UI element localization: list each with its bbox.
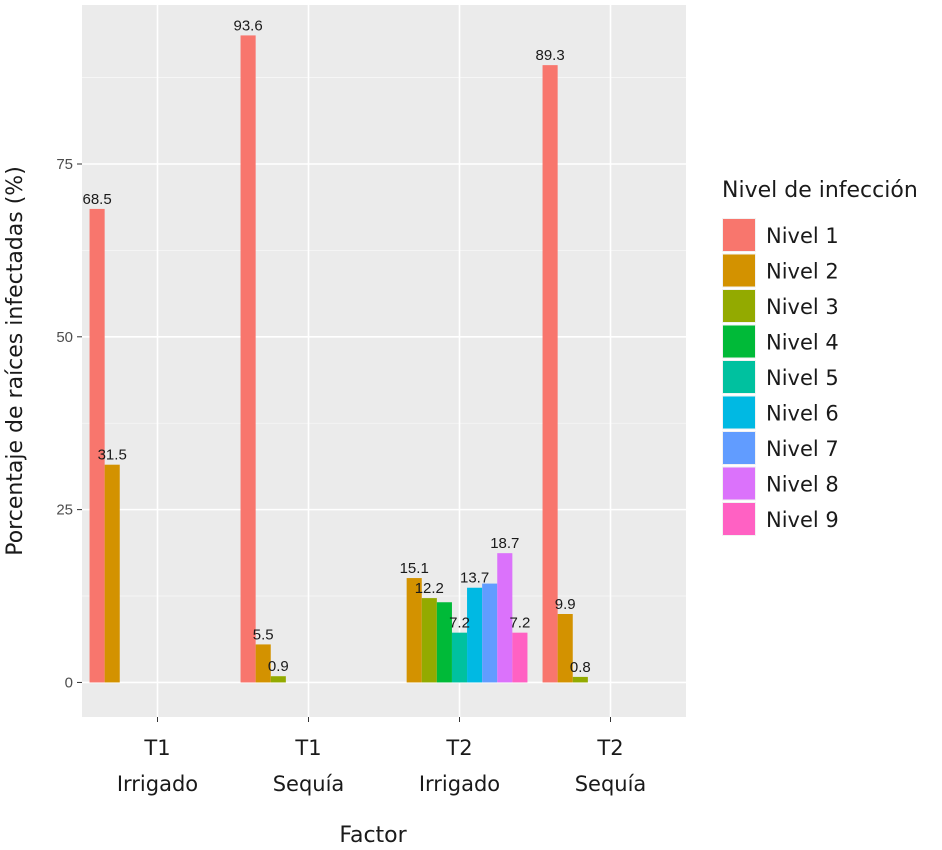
panel-background: [82, 5, 686, 717]
x-axis-title: Factor: [339, 823, 407, 848]
legend-key-swatch: [723, 219, 755, 251]
bar-nivel-3: [421, 598, 437, 683]
bar-nivel-3: [270, 676, 286, 683]
x-tick-label: Sequía: [273, 772, 345, 796]
y-tick-label: 25: [56, 502, 73, 519]
x-tick-label: Irrigado: [117, 772, 198, 796]
data-label: 15.1: [400, 560, 429, 577]
y-tick-label: 50: [56, 329, 73, 346]
legend-key-swatch: [723, 396, 755, 429]
x-tick-label: Irrigado: [419, 772, 500, 796]
y-tick-label: 75: [56, 156, 73, 173]
x-tick-label: T1: [143, 736, 170, 760]
data-label: 12.2: [415, 580, 444, 597]
data-label: 13.7: [460, 570, 489, 587]
grid-lines: [82, 5, 686, 717]
bar-nivel-9: [512, 632, 528, 683]
legend-key-swatch: [723, 503, 755, 535]
bar-nivel-4: [436, 602, 452, 683]
y-axis-title: Porcentaje de raíces infectadas (%): [3, 166, 28, 556]
legend-title: Nivel de infección: [722, 178, 918, 203]
x-tick-label: T2: [596, 736, 623, 760]
legend-label: Nivel 3: [766, 295, 839, 319]
data-label: 89.3: [535, 47, 564, 64]
bar-nivel-2: [557, 614, 573, 683]
y-axis-ticks: 0 25 50 75: [56, 156, 82, 691]
data-label: 9.9: [555, 596, 576, 613]
bar-nivel-1: [240, 35, 256, 683]
legend: Nivel de infección Nivel 1 Nivel 2 Nivel 3…: [722, 178, 918, 536]
legend-key-swatch: [723, 432, 755, 464]
bar-nivel-1: [542, 65, 558, 683]
legend-key-swatch: [723, 254, 755, 287]
legend-label: Nivel 9: [766, 508, 839, 532]
bar-nivel-2: [255, 644, 271, 683]
data-label: 68.5: [82, 191, 111, 208]
bar-nivel-2: [104, 464, 120, 683]
data-label: 7.2: [449, 615, 470, 632]
legend-label: Nivel 1: [766, 224, 839, 248]
bar-nivel-3: [572, 676, 588, 683]
data-label: 31.5: [98, 447, 127, 464]
x-tick-label: T1: [294, 736, 321, 760]
x-tick-label: Sequía: [575, 772, 647, 796]
x-axis-ticks: T1 Irrigado T1 Sequía T2 Irrigado T2 Sequía: [117, 717, 646, 796]
bar-nivel-6: [467, 587, 483, 683]
legend-label: Nivel 7: [766, 437, 839, 461]
legend-key-swatch: [723, 467, 755, 500]
bar-nivel-8: [497, 553, 513, 683]
data-labels: 68.5 31.5 93.6 5.5 0.9 15.1 12.2 7.2 13.7 18.7 7.2…: [82, 17, 590, 675]
data-label: 0.9: [268, 658, 289, 675]
bar-nivel-7: [482, 583, 498, 683]
bars: [89, 35, 588, 683]
x-tick-label: T2: [445, 736, 472, 760]
legend-key-swatch: [723, 361, 755, 393]
data-label: 7.2: [509, 615, 530, 632]
data-label: 18.7: [490, 535, 519, 552]
legend-label: Nivel 8: [766, 473, 839, 497]
bar-nivel-1: [89, 208, 105, 683]
legend-key-swatch: [723, 290, 755, 322]
data-label: 93.6: [233, 17, 262, 34]
data-label: 5.5: [253, 626, 274, 643]
legend-key-swatch: [723, 325, 755, 358]
data-label: 0.8: [570, 659, 591, 676]
legend-label: Nivel 6: [766, 402, 839, 426]
legend-label: Nivel 2: [766, 260, 839, 284]
bar-nivel-2: [406, 578, 422, 683]
y-tick-label: 0: [65, 674, 73, 691]
legend-label: Nivel 5: [766, 366, 839, 390]
bar-nivel-5: [451, 632, 468, 683]
legend-label: Nivel 4: [766, 331, 839, 355]
